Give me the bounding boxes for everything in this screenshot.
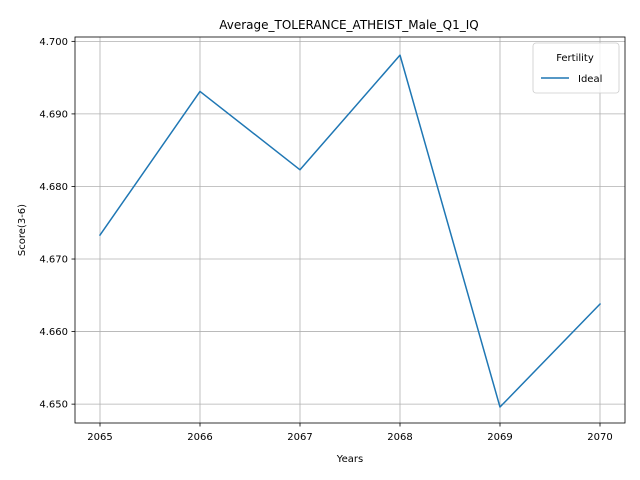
x-tick-label: 2067 <box>287 432 312 443</box>
x-tick-label: 2069 <box>487 432 512 443</box>
x-tick-label: 2068 <box>387 432 412 443</box>
y-tick-label: 4.680 <box>39 182 68 193</box>
y-axis-label: Score(3-6) <box>17 204 28 256</box>
chart-title: Average_TOLERANCE_ATHEIST_Male_Q1_IQ <box>219 18 479 32</box>
legend-box <box>532 42 620 94</box>
x-axis-ticks: 2065 2066 2067 2068 2069 2070 <box>87 423 613 443</box>
x-tick-label: 2066 <box>187 432 212 443</box>
x-tick-label: 2065 <box>87 432 112 443</box>
legend-title: Fertility <box>556 53 594 64</box>
series-layer <box>98 54 602 408</box>
series-line-ideal <box>98 54 602 408</box>
plot-frame <box>74 36 626 424</box>
x-tick-label: 2070 <box>587 432 612 443</box>
x-axis-label: Years <box>336 454 363 465</box>
y-axis-ticks: 4.650 4.660 4.670 4.680 4.690 4.700 <box>39 37 75 411</box>
y-tick-label: 4.690 <box>39 109 68 120</box>
legend-entry-ideal: Ideal <box>578 74 602 85</box>
grid <box>75 37 625 423</box>
y-tick-label: 4.650 <box>39 400 68 411</box>
legend: Fertility Ideal <box>532 42 620 94</box>
y-tick-label: 4.670 <box>39 255 68 266</box>
y-tick-label: 4.700 <box>39 37 68 48</box>
y-tick-label: 4.660 <box>39 327 68 338</box>
